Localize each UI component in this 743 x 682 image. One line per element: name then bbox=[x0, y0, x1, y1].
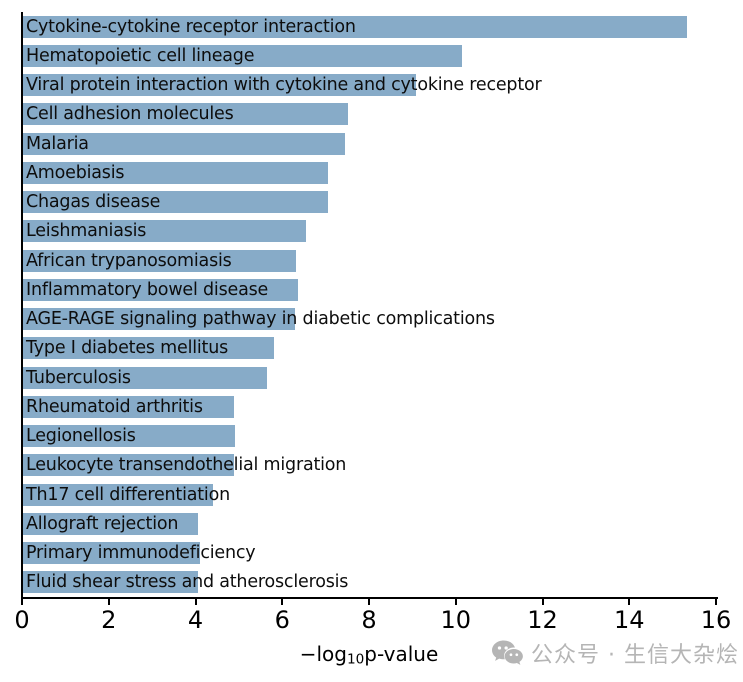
bar-label: Chagas disease bbox=[26, 192, 161, 213]
bar-row: Cell adhesion molecules bbox=[23, 100, 716, 129]
x-tick-mark bbox=[368, 599, 370, 605]
bar bbox=[23, 337, 275, 360]
bar-row: Amoebiasis bbox=[23, 158, 716, 187]
bar-label: Hematopoietic cell lineage bbox=[26, 45, 255, 66]
bar-row: Allograft rejection bbox=[23, 509, 716, 538]
x-tick-label: 10 bbox=[440, 606, 472, 634]
bar bbox=[23, 249, 297, 272]
x-axis-spine bbox=[21, 597, 718, 599]
bar-label: Leishmaniasis bbox=[26, 221, 147, 242]
x-tick-label: 8 bbox=[361, 606, 377, 634]
bar-row: Th17 cell differentiation bbox=[23, 480, 716, 509]
bar-row: Rheumatoid arthritis bbox=[23, 392, 716, 421]
bar bbox=[23, 103, 349, 126]
x-tick-label: 4 bbox=[187, 606, 204, 634]
y-axis-spine bbox=[21, 12, 23, 599]
bar-row: Fluid shear stress and atherosclerosis bbox=[23, 568, 716, 597]
bar-label: Rheumatoid arthritis bbox=[26, 396, 203, 417]
bar bbox=[23, 44, 463, 67]
bar-row: Tuberculosis bbox=[23, 363, 716, 392]
bar-row: Cytokine-cytokine receptor interaction bbox=[23, 12, 716, 41]
x-tick-label: 14 bbox=[613, 606, 645, 634]
bar-label: Allograft rejection bbox=[26, 513, 179, 534]
x-axis-label-suffix: p-value bbox=[364, 642, 439, 666]
bar bbox=[23, 454, 234, 477]
x-tick-mark bbox=[21, 599, 23, 605]
x-axis-label: −log10p-value bbox=[22, 642, 716, 667]
x-tick-mark bbox=[541, 599, 544, 605]
x-tick-label: 12 bbox=[527, 606, 558, 634]
x-axis: 0 2 4 6 8 10 12 14 16 bbox=[14, 599, 731, 644]
x-tick-mark bbox=[628, 599, 631, 605]
bar-label: Malaria bbox=[26, 133, 89, 154]
x-tick-label: 16 bbox=[700, 606, 732, 634]
bar-row: Legionellosis bbox=[23, 422, 716, 451]
bar bbox=[23, 425, 236, 447]
bar-label: Amoebiasis bbox=[26, 162, 125, 183]
x-axis-label-subscript: 10 bbox=[346, 651, 365, 668]
bar-label: Viral protein interaction with cytokine … bbox=[26, 75, 542, 96]
bar bbox=[23, 308, 295, 330]
x-axis-label-prefix: −log bbox=[299, 642, 347, 666]
bar-label: Fluid shear stress and atherosclerosis bbox=[26, 572, 349, 593]
watermark: 公众号 · 生信大杂烩 bbox=[491, 637, 739, 669]
bar-label: African trypanosomiasis bbox=[26, 250, 232, 271]
bar bbox=[23, 278, 298, 301]
bar-label: Inflammatory bowel disease bbox=[26, 279, 269, 300]
bar-label: Cytokine-cytokine receptor interaction bbox=[26, 16, 356, 37]
x-tick-mark bbox=[281, 599, 284, 605]
x-tick-mark bbox=[454, 599, 457, 605]
bar-row: Type I diabetes mellitus bbox=[23, 334, 716, 363]
x-tick-label: 6 bbox=[274, 606, 290, 634]
bar bbox=[23, 395, 234, 418]
bar-row: African trypanosomiasis bbox=[23, 246, 716, 275]
bar-label: Primary immunodeficiency bbox=[26, 543, 256, 564]
bar-label: Type I diabetes mellitus bbox=[26, 338, 229, 359]
bar-row: Viral protein interaction with cytokine … bbox=[23, 71, 716, 100]
x-tick-label: 0 bbox=[14, 606, 30, 634]
bar bbox=[23, 161, 328, 184]
bar-row: Inflammatory bowel disease bbox=[23, 275, 716, 304]
x-tick-mark bbox=[715, 599, 717, 605]
bar bbox=[23, 74, 416, 96]
bar-row: Leishmaniasis bbox=[23, 217, 716, 246]
bar-row: AGE-RAGE signaling pathway in diabetic c… bbox=[23, 305, 716, 334]
bar bbox=[23, 571, 199, 594]
bar bbox=[23, 220, 307, 243]
bar bbox=[23, 483, 213, 506]
watermark-text: 公众号 · 生信大杂烩 bbox=[531, 643, 739, 668]
bar bbox=[23, 542, 201, 564]
wechat-icon bbox=[492, 639, 523, 665]
bar-row: Hematopoietic cell lineage bbox=[23, 41, 716, 70]
bar-label: Cell adhesion molecules bbox=[26, 104, 234, 125]
x-tick-label: 2 bbox=[101, 606, 117, 634]
bar bbox=[23, 191, 328, 213]
bar-row: Leukocyte transendothelial migration bbox=[23, 451, 716, 480]
x-tick-mark bbox=[194, 599, 197, 605]
bar-label: Leukocyte transendothelial migration bbox=[26, 455, 347, 476]
bar bbox=[23, 132, 345, 155]
bar bbox=[23, 512, 198, 535]
bar bbox=[23, 15, 688, 38]
bar bbox=[23, 366, 268, 389]
bar-row: Primary immunodeficiency bbox=[23, 539, 716, 568]
bar-label: AGE-RAGE signaling pathway in diabetic c… bbox=[26, 309, 495, 330]
bar-label: Legionellosis bbox=[26, 426, 136, 447]
x-tick-mark bbox=[107, 599, 110, 605]
bar-row: Malaria bbox=[23, 129, 716, 158]
plot-area: Cytokine-cytokine receptor interaction He… bbox=[23, 12, 716, 597]
bar-row: Chagas disease bbox=[23, 188, 716, 217]
bar-label: Tuberculosis bbox=[26, 367, 131, 388]
bar-label: Th17 cell differentiation bbox=[26, 484, 230, 505]
